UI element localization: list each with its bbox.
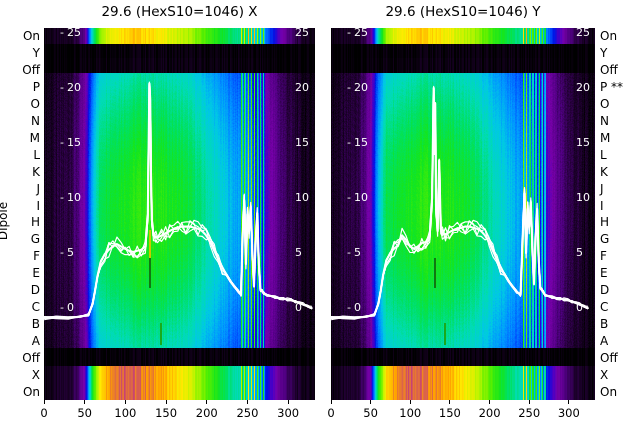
- tickmark-icon: [489, 400, 491, 404]
- tick-label: 100: [399, 406, 422, 420]
- xtick-left-250: 250: [227, 400, 267, 420]
- tickmark-icon: [124, 400, 126, 404]
- category-label-right-19: Off: [600, 351, 618, 366]
- category-label-right-18: A: [600, 334, 609, 349]
- xtick-right-50: 50: [351, 400, 391, 420]
- category-label-left-1: Y: [32, 45, 40, 60]
- tickmark-icon: [287, 400, 289, 404]
- category-label-right-21: On: [600, 385, 618, 399]
- category-label-right-8: K: [600, 164, 608, 179]
- tick-label: 250: [236, 406, 259, 420]
- tick-label: 300: [557, 406, 580, 420]
- tick-label: 0: [327, 406, 335, 420]
- category-label-left-9: J: [36, 181, 40, 196]
- category-label-right-4: O: [600, 96, 610, 111]
- category-label-left-16: C: [31, 300, 40, 315]
- category-label-left-17: B: [31, 317, 40, 332]
- category-label-right-3: P **: [600, 79, 624, 94]
- tick-label: 200: [195, 406, 218, 420]
- category-label-right-9: J: [600, 181, 604, 196]
- category-label-left-5: N: [31, 113, 40, 128]
- tick-label: 50: [363, 406, 378, 420]
- x-axis-left: 0 50 100 150 200 250 300: [40, 400, 315, 438]
- category-axis-left: On Y Off P O N M L K J I H G F E D C B A Off X On: [2, 28, 42, 400]
- tickmark-icon: [206, 400, 208, 404]
- xtick-left-50: 50: [65, 400, 105, 420]
- y-axis-label: Dipole: [0, 201, 11, 241]
- tick-label: 200: [478, 406, 501, 420]
- category-label-left-8: K: [32, 164, 40, 179]
- category-axis-right: On Y Off P ** O N M L K J I H G F E D C B A Off X On: [598, 28, 638, 400]
- category-label-right-12: G: [600, 232, 610, 247]
- tickmark-icon: [330, 400, 332, 404]
- tickmark-icon: [409, 400, 411, 404]
- tick-label: 150: [155, 406, 178, 420]
- category-label-right-2: Off: [600, 62, 618, 77]
- category-label-right-10: I: [600, 198, 604, 213]
- xtick-left-100: 100: [105, 400, 145, 420]
- category-label-left-0: On: [22, 29, 40, 43]
- category-label-left-15: D: [30, 283, 40, 298]
- category-label-left-20: X: [31, 368, 40, 383]
- category-label-left-2: Off: [22, 62, 40, 77]
- tick-label: 0: [40, 406, 48, 420]
- category-label-left-11: H: [30, 215, 40, 230]
- category-label-left-14: E: [32, 266, 40, 281]
- category-label-left-18: A: [31, 334, 40, 349]
- xtick-right-150: 150: [430, 400, 470, 420]
- category-label-right-1: Y: [600, 45, 608, 60]
- category-label-right-11: H: [600, 215, 610, 230]
- category-label-right-15: D: [600, 283, 610, 298]
- category-label-right-7: L: [600, 147, 607, 162]
- tickmark-icon: [370, 400, 372, 404]
- category-label-right-5: N: [600, 113, 609, 128]
- category-label-left-3: P: [32, 79, 40, 94]
- xtick-left-200: 200: [187, 400, 227, 420]
- category-label-right-14: E: [600, 266, 608, 281]
- tickmark-icon: [43, 400, 45, 404]
- category-label-left-19: Off: [22, 351, 40, 366]
- xtick-right-250: 250: [509, 400, 549, 420]
- heatmap-panel-left: [44, 28, 315, 400]
- xtick-right-200: 200: [470, 400, 510, 420]
- category-label-left-12: G: [30, 232, 40, 247]
- category-label-right-20: X: [600, 368, 609, 383]
- category-label-right-0: On: [600, 29, 618, 43]
- xtick-left-0: 0: [24, 400, 64, 420]
- xtick-right-100: 100: [390, 400, 430, 420]
- tickmark-icon: [165, 400, 167, 404]
- category-label-left-4: O: [30, 96, 40, 111]
- tickmark-icon: [84, 400, 86, 404]
- tick-label: 150: [438, 406, 461, 420]
- tick-label: 100: [114, 406, 137, 420]
- tickmark-icon: [246, 400, 248, 404]
- panel-title-left: 29.6 (HexS10=1046) X: [101, 4, 258, 20]
- x-axis-right: 0 50 100 150 200 250 300: [327, 400, 595, 438]
- xtick-left-300: 300: [268, 400, 308, 420]
- panel-title-right: 29.6 (HexS10=1046) Y: [385, 4, 541, 20]
- category-label-right-6: M: [600, 130, 611, 145]
- category-label-right-17: B: [600, 317, 609, 332]
- category-label-left-6: M: [29, 130, 40, 145]
- category-label-left-21: On: [22, 385, 40, 399]
- tickmark-icon: [528, 400, 530, 404]
- xtick-left-150: 150: [146, 400, 186, 420]
- category-label-left-10: I: [36, 198, 40, 213]
- category-label-right-16: C: [600, 300, 609, 315]
- category-label-left-7: L: [33, 147, 40, 162]
- category-label-right-13: F: [600, 249, 607, 264]
- tick-label: 250: [518, 406, 541, 420]
- tick-label: 300: [277, 406, 300, 420]
- tick-label: 50: [77, 406, 92, 420]
- category-label-left-13: F: [33, 249, 40, 264]
- xtick-right-300: 300: [549, 400, 589, 420]
- xtick-right-0: 0: [311, 400, 351, 420]
- tickmark-icon: [568, 400, 570, 404]
- tickmark-icon: [449, 400, 451, 404]
- heatmap-panel-right: [331, 28, 595, 400]
